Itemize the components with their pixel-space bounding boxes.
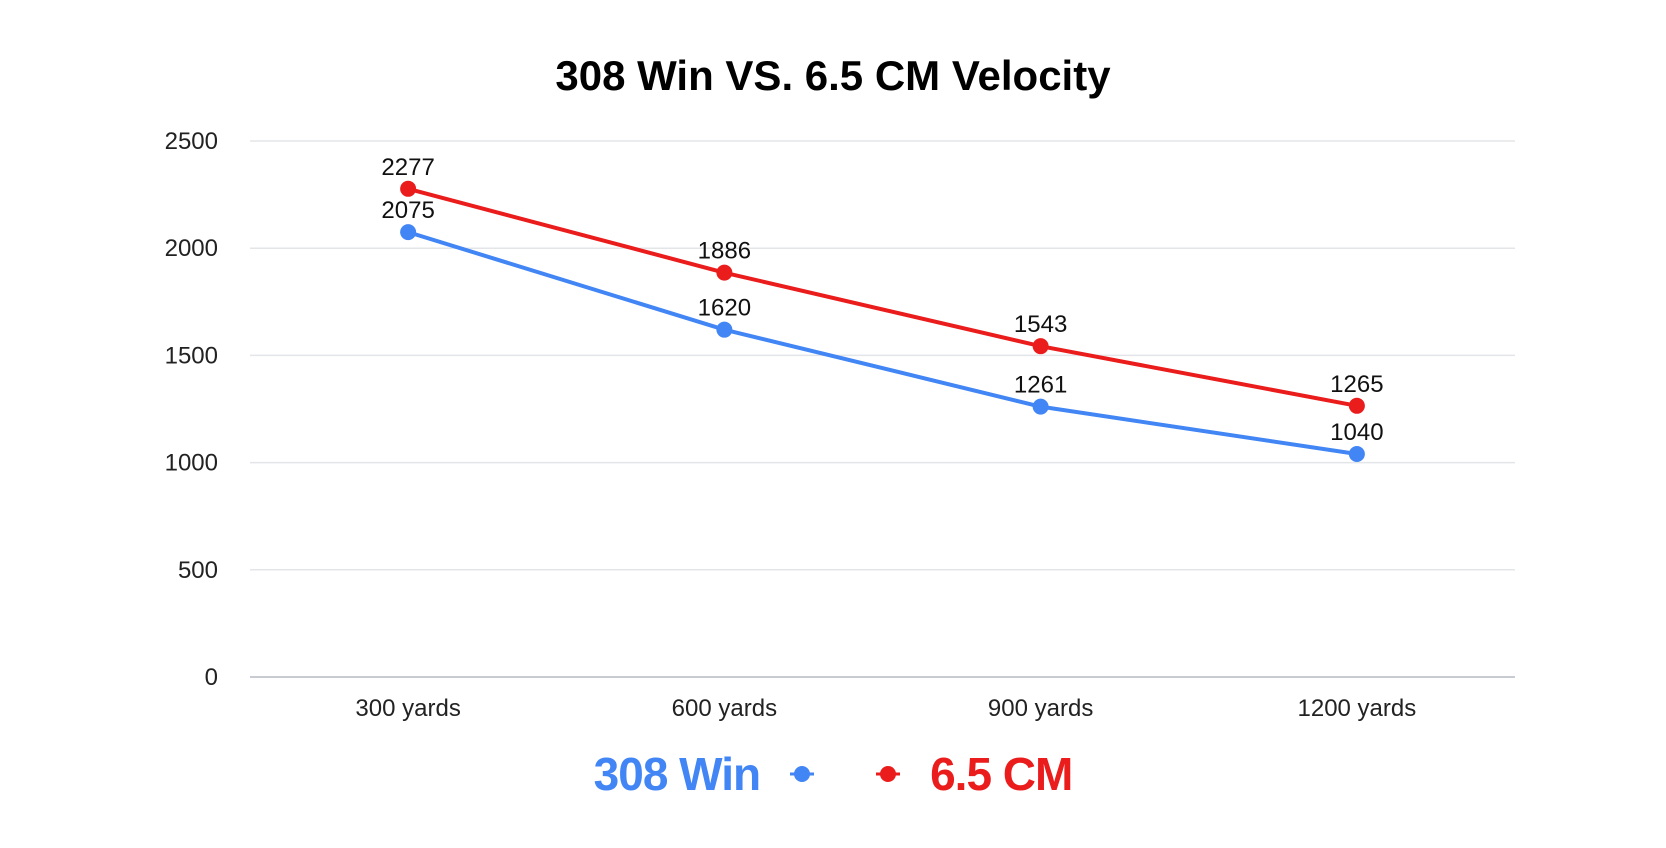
legend-label-308-win: 308 Win <box>593 748 761 800</box>
legend: 308 Win 6.5 CM <box>0 742 1666 806</box>
series-lines <box>400 180 1365 463</box>
data-point-0-0 <box>400 224 417 241</box>
data-point-0-3 <box>1348 446 1365 463</box>
data-point-1-2 <box>1032 338 1049 355</box>
data-point-1-0 <box>400 180 417 197</box>
series-line-0 <box>406 230 1359 457</box>
y-axis-ticks: 0 500 1000 1500 2000 2500 <box>165 128 218 691</box>
data-label-1-2: 1543 <box>1014 311 1067 338</box>
data-label-0-2: 1261 <box>1014 372 1067 399</box>
y-tick-label-1000: 1000 <box>165 450 218 477</box>
legend-marker-308-win <box>790 766 815 782</box>
legend-label-6-5-cm: 6.5 CM <box>930 748 1073 800</box>
data-point-1-1 <box>716 264 733 281</box>
data-label-1-0: 2277 <box>381 154 434 181</box>
x-tick-label-1: 600 yards <box>672 695 777 722</box>
data-point-0-2 <box>1032 398 1049 415</box>
legend-item-308-win[interactable]: 308 Win <box>593 747 815 801</box>
data-label-0-1: 1620 <box>698 295 751 322</box>
y-tick-label-0: 0 <box>205 664 218 691</box>
gridlines <box>250 140 1515 678</box>
x-tick-label-0: 300 yards <box>355 695 460 722</box>
data-point-0-1 <box>716 321 733 338</box>
data-point-1-3 <box>1348 397 1365 414</box>
data-label-0-0: 2075 <box>381 197 434 224</box>
y-tick-label-500: 500 <box>178 557 218 584</box>
legend-item-6-5-cm[interactable]: 6.5 CM <box>876 747 1073 801</box>
y-tick-label-1500: 1500 <box>165 342 218 369</box>
y-tick-label-2000: 2000 <box>165 235 218 262</box>
data-label-1-1: 1886 <box>698 238 751 265</box>
data-label-0-3: 1040 <box>1330 419 1383 446</box>
x-tick-label-3: 1200 yards <box>1298 695 1417 722</box>
series-line-1 <box>406 186 1359 408</box>
data-labels: 2075 1620 1261 1040 2277 1886 1543 1265 <box>381 154 1383 446</box>
chart-title: 308 Win VS. 6.5 CM Velocity <box>555 52 1111 99</box>
data-label-1-3: 1265 <box>1330 371 1383 398</box>
y-tick-label-2500: 2500 <box>165 128 218 155</box>
legend-marker-6-5-cm <box>876 766 901 782</box>
x-axis-ticks: 300 yards 600 yards 900 yards 1200 yards <box>355 695 1416 722</box>
x-tick-label-2: 900 yards <box>988 695 1093 722</box>
